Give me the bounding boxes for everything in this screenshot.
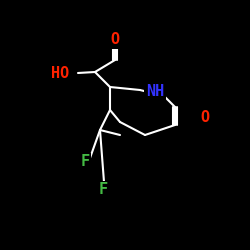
Text: O: O: [110, 32, 120, 48]
Text: NH: NH: [146, 84, 164, 100]
Text: F: F: [98, 182, 108, 198]
Text: O: O: [200, 110, 209, 124]
Text: F: F: [80, 154, 90, 170]
Text: HO: HO: [51, 66, 69, 80]
